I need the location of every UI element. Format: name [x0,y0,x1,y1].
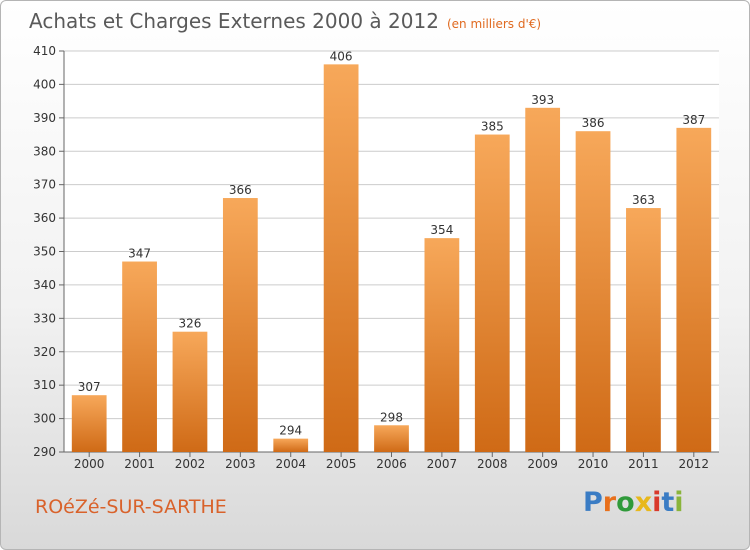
y-tick-label: 310 [33,378,56,392]
logo-letter: i [674,487,684,518]
bar [626,208,661,452]
logo-letter: x [634,487,653,518]
bar [122,261,157,452]
bar [222,198,258,452]
proxiti-logo: Proxiti [583,487,684,518]
chart-subtitle: (en milliers d'€) [446,17,542,31]
data-label: 347 [128,247,151,261]
y-tick-label: 360 [33,211,56,225]
y-tick-label: 390 [33,111,56,125]
bar [474,134,510,452]
data-label: 406 [330,49,353,63]
x-tick-label: 2000 [74,457,105,471]
bar [525,107,561,452]
data-label: 366 [229,183,252,197]
x-tick-label: 2008 [477,457,508,471]
y-tick-label: 290 [33,445,56,459]
x-tick-label: 2001 [124,457,155,471]
data-label: 307 [78,380,101,394]
bar [676,127,712,452]
y-tick-label: 300 [33,412,56,426]
bar [172,331,208,452]
bar [273,438,309,452]
x-tick-label: 2012 [679,457,710,471]
y-tick-label: 370 [33,178,56,192]
logo-letter: i [652,487,662,518]
x-tick-label: 2009 [527,457,558,471]
data-label: 298 [380,410,403,424]
logo-letter: t [661,487,675,518]
logo-letter: o [616,487,635,518]
bar [424,238,460,452]
data-label: 326 [179,317,202,331]
x-tick-label: 2002 [175,457,206,471]
x-tick-label: 2007 [427,457,458,471]
y-tick-label: 320 [33,345,56,359]
data-label: 386 [582,116,605,130]
chart-title: Achats et Charges Externes 2000 à 2012 (e… [29,9,541,33]
y-tick-label: 410 [33,44,56,58]
data-label: 354 [430,223,453,237]
x-tick-label: 2005 [326,457,357,471]
commune-name: ROéZé-SUR-SARTHE [35,496,227,518]
chart-title-text: Achats et Charges Externes 2000 à 2012 [29,9,439,33]
y-tick-label: 350 [33,245,56,259]
logo-letter: P [583,487,603,518]
x-tick-label: 2006 [376,457,407,471]
y-tick-label: 380 [33,144,56,158]
y-tick-label: 330 [33,311,56,325]
bar [323,64,359,452]
bar [374,425,409,452]
data-label: 294 [279,424,302,438]
bar [71,395,107,452]
data-label: 387 [682,113,705,127]
bar [575,131,611,452]
y-tick-label: 400 [33,77,56,91]
data-label: 393 [531,93,554,107]
logo-letter: r [602,487,617,518]
x-tick-label: 2004 [275,457,306,471]
x-tick-label: 2003 [225,457,256,471]
x-tick-label: 2010 [578,457,609,471]
data-label: 385 [481,120,504,134]
x-tick-label: 2011 [628,457,659,471]
y-tick-label: 340 [33,278,56,292]
data-label: 363 [632,193,655,207]
